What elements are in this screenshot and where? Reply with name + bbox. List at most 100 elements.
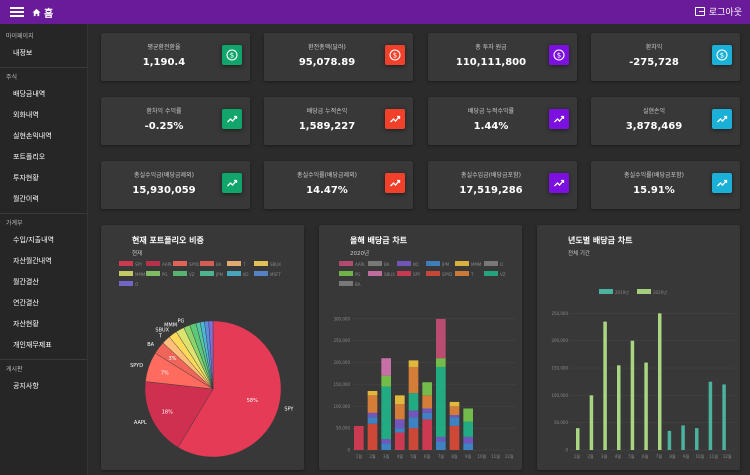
sidebar-section-mypage: 마이페이지: [6, 33, 34, 40]
dollar-icon: $: [385, 45, 405, 65]
stat-value: -275,728: [629, 57, 679, 68]
bar-segment: [422, 412, 432, 420]
bar-segment: [395, 395, 405, 405]
legend-label: BA: [384, 262, 390, 267]
legend-swatch: [200, 261, 214, 266]
bar-segment: [422, 395, 432, 409]
stat-label: 총실수익금(배당금제외): [134, 172, 194, 179]
logout-label: 로그아웃: [708, 8, 742, 18]
pie-slice: [144, 381, 214, 448]
dividend-by-year-bar-chart: 2019년 2020년 0 50,000 100,000 150,000 200,000 25…: [551, 289, 734, 459]
legend-label: AAPL: [355, 262, 366, 267]
pie-outer-label: SPYD: [130, 363, 143, 369]
stat-card: 총실수입금(배당금포함) 17,519,286: [428, 161, 577, 209]
legend-swatch: [426, 271, 440, 276]
bar-segment: [408, 417, 419, 429]
x-tick-label: 12월: [505, 453, 514, 459]
legend-label: SBUX: [384, 272, 395, 277]
legend-swatch: [227, 271, 241, 276]
y-tick-label: 50,000: [554, 420, 568, 425]
legend-label: MSFT: [270, 272, 281, 277]
sidebar-item-financial-statement[interactable]: 개인재무제표: [13, 341, 52, 349]
stat-label: 배당금 누적손익: [306, 108, 348, 115]
sidebar-item-income-expense[interactable]: 수입/지출내역: [13, 236, 54, 244]
trending-up-icon: [549, 173, 569, 193]
sidebar-item-forex[interactable]: 외화내역: [13, 111, 39, 119]
legend-swatch: [173, 261, 187, 266]
x-tick-label: 5월: [410, 453, 417, 459]
stat-label: 총실수익률(배당금제외): [297, 172, 357, 179]
sidebar-item-dividends[interactable]: 배당금내역: [13, 90, 46, 98]
stat-label: 배당금 누적수익률: [467, 108, 515, 115]
y-tick-label: 200,000: [333, 360, 350, 365]
sidebar-item-notice[interactable]: 공지사항: [13, 382, 39, 390]
sidebar: 마이페이지 내정보 주식 배당금내역 외화내역 실현손익내역 포트폴리오 투자현…: [0, 24, 88, 475]
stat-card: 총실수익률(배당금포함) 15.91%: [591, 161, 740, 209]
pie-pct-label: 3%: [168, 356, 176, 362]
x-tick-label: 7월: [438, 453, 445, 459]
stat-card: 배당금 누적수익률 1.44%: [428, 97, 577, 145]
trending-up-icon: [549, 109, 569, 129]
bar-segment: [354, 425, 364, 450]
sidebar-item-myinfo[interactable]: 내정보: [13, 49, 33, 57]
legend-swatch: [368, 271, 382, 276]
x-tick-label: 8월: [669, 453, 676, 459]
stat-label: 총실수입금(배당금포함): [461, 172, 521, 179]
stat-value: 1.44%: [473, 121, 509, 132]
legend-label: 2020년: [653, 289, 667, 295]
stat-value: 14.47%: [306, 185, 348, 196]
legend-label: VZ: [189, 272, 195, 277]
stat-value: 17,519,286: [459, 185, 523, 196]
bar-segment: [381, 439, 391, 444]
stat-value: 1,589,227: [298, 121, 356, 132]
dividend-by-year-title: 년도별 배당금 차트: [568, 236, 633, 245]
y-tick-label: 300,000: [333, 316, 350, 321]
home-link[interactable]: 홈: [32, 5, 53, 20]
sidebar-item-asset-monthly[interactable]: 자산월간내역: [13, 257, 52, 265]
legend-label: SPY: [135, 262, 143, 267]
y-tick-label: 150,000: [333, 382, 350, 387]
legend-swatch: [484, 271, 498, 276]
stat-card: 총실수익률(배당금제외) 14.47%: [264, 161, 413, 209]
sidebar-item-portfolio[interactable]: 포트폴리오: [13, 153, 46, 161]
sidebar-item-monthly-settlement[interactable]: 월간결산: [13, 278, 39, 286]
legend-label: PG: [355, 272, 361, 277]
dividend-by-year-panel: 년도별 배당금 차트 전체 기간 2019년 2020년 0 50,000 100,00…: [537, 225, 740, 470]
svg-text:$: $: [230, 52, 234, 60]
stat-card: 배당금 누적손익 1,589,227: [264, 97, 413, 145]
sidebar-item-investment[interactable]: 투자현황: [13, 174, 39, 182]
x-tick-label: 6월: [424, 453, 431, 459]
stat-card: 총 투자 원금 110,111,800 $: [428, 33, 577, 81]
dividend-year-title: 올해 배당금 차트: [350, 236, 408, 245]
bar-segment: [422, 382, 432, 396]
portfolio-panel: 현재 포트폴리오 비중 현재 SPY AAPL SPYD BA T SBUX MMM PG VZ…: [101, 225, 304, 470]
legend-label: MMM: [471, 262, 482, 267]
legend-swatch: [173, 271, 187, 276]
sidebar-item-monthly-history[interactable]: 월간이력: [13, 195, 39, 203]
bar: [708, 381, 713, 450]
stat-label: 평균환전환율: [147, 44, 181, 51]
pie-pct-label: 58%: [247, 398, 258, 404]
bar: [681, 425, 685, 450]
bar-segment: [367, 390, 378, 396]
bar-segment: [395, 419, 405, 429]
sidebar-item-realized[interactable]: 실현손익내역: [13, 132, 52, 140]
sidebar-section-ledger: 가계부: [6, 220, 23, 227]
logout-button[interactable]: 로그아웃: [694, 5, 742, 18]
legend-label: 2019년: [615, 289, 629, 295]
trending-up-icon: [385, 173, 405, 193]
dollar-icon: $: [222, 45, 242, 65]
hamburger-menu-icon[interactable]: [10, 7, 24, 17]
svg-text:$: $: [393, 52, 397, 60]
legend-label: VZ: [500, 272, 506, 277]
pie-outer-label: SBUX: [155, 327, 169, 333]
legend-label: KO: [413, 262, 419, 267]
sidebar-item-asset-status[interactable]: 자산현황: [13, 320, 39, 328]
stat-value: 3,878,469: [625, 121, 683, 132]
x-tick-label: 2월: [369, 453, 376, 459]
x-tick-label: 10월: [695, 453, 704, 459]
bar: [630, 340, 635, 450]
sidebar-item-annual-settlement[interactable]: 연간결산: [13, 299, 39, 307]
x-tick-label: 6월: [642, 453, 649, 459]
stat-card: 총실수익금(배당금제외) 15,930,059: [101, 161, 250, 209]
